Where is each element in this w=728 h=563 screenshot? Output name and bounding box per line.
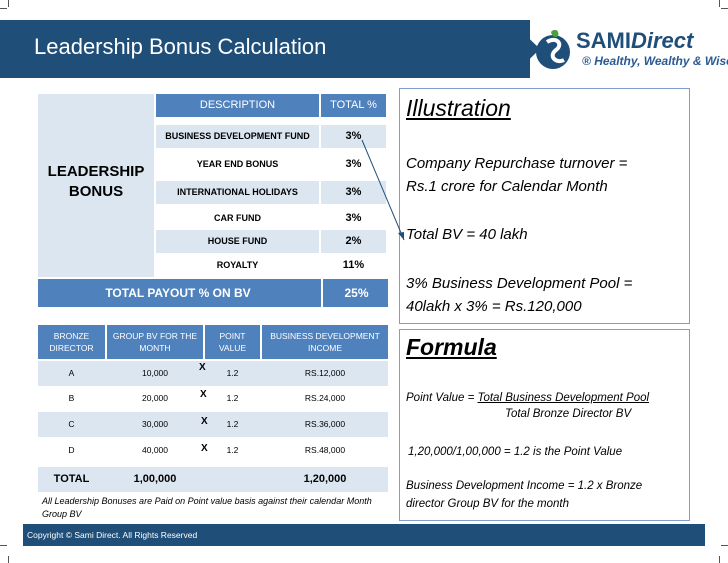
row-description: INTERNATIONAL HOLIDAYS [156, 181, 319, 204]
multiply-sign: X [201, 443, 208, 454]
illustration-panel: Illustration Company Repurchase turnover… [399, 88, 690, 324]
director-cell: D [68, 445, 75, 455]
formula-income-line: Business Development Income = 1.2 x Bron… [406, 480, 643, 492]
table-row: C 30,000 1.2 RS.36,000 [38, 412, 388, 437]
formula-pv-denominator: Total Bronze Director BV [505, 408, 632, 420]
crop-mark [8, 0, 9, 7]
row-description: HOUSE FUND [156, 230, 319, 253]
point-value-cell: 1.2 [226, 419, 239, 429]
logo-tagline-text: Healthy, Wealthy & Wise [594, 54, 728, 68]
income-cell: RS.24,000 [304, 393, 346, 403]
formula-title: Formula [406, 334, 497, 360]
crop-mark [721, 545, 728, 546]
row-total: 3% [321, 125, 386, 148]
row-total: 3% [321, 207, 386, 230]
title-bar: Leadership Bonus Calculation [0, 20, 530, 78]
formula-point-value: Point Value = Total Business Development… [406, 392, 649, 404]
row-description: YEAR END BONUS [156, 153, 319, 176]
director-cell: C [68, 419, 75, 429]
crop-mark [0, 8, 7, 9]
total-payout-value: 25% [321, 279, 390, 307]
formula-pv-prefix: Point Value = [406, 392, 478, 404]
row-description: CAR FUND [156, 207, 319, 230]
logo-reg-mark: ® [582, 54, 591, 68]
col-header-group-bv: GROUP BV FOR THE MONTH [107, 325, 203, 359]
logo-name-direct: Direct [631, 28, 694, 53]
income-cell: RS.48,000 [304, 445, 346, 455]
sami-leaf-logo-icon [536, 29, 570, 69]
logo-wordmark: SAMIDirect [576, 28, 693, 54]
illustration-line: Total BV = 40 lakh [406, 226, 528, 243]
total-payout-row: TOTAL PAYOUT % ON BV 25% [38, 279, 388, 307]
illustration-title: Illustration [406, 95, 511, 121]
table-row: D 40,000 1.2 RS.48,000 [38, 438, 388, 463]
point-value-cell: 1.2 [226, 445, 239, 455]
illustration-line: 40lakh x 3% = Rs.120,000 [406, 298, 582, 315]
col-header-bd-income: BUSINESS DEVELOPMENT INCOME [262, 325, 388, 359]
col-header-point-value: POINT VALUE [205, 325, 260, 359]
total-group-bv: 1,00,000 [133, 473, 177, 485]
logo-tagline: ® Healthy, Wealthy & Wise [582, 54, 728, 68]
total-income: 1,20,000 [303, 473, 347, 485]
table-row: A 10,000 1.2 RS.12,000 [38, 361, 388, 386]
formula-panel: Formula Point Value = Total Business Dev… [399, 329, 690, 521]
crop-mark [0, 545, 7, 546]
row-description: ROYALTY [156, 254, 319, 277]
multiply-sign: X [200, 389, 207, 400]
logo-name-sami: SAMI [576, 28, 631, 53]
company-logo: SAMIDirect ® Healthy, Wealthy & Wise [530, 22, 728, 78]
income-cell: RS.12,000 [304, 368, 346, 378]
leadership-bonus-label: LEADERSHIP BONUS [47, 163, 145, 200]
formula-calc: 1,20,000/1,00,000 = 1.2 is the Point Val… [408, 446, 623, 458]
multiply-sign: X [201, 416, 208, 427]
crop-mark [719, 556, 720, 563]
formula-pv-numerator: Total Business Development Pool [477, 392, 650, 404]
illustration-line: Company Repurchase turnover = [406, 155, 628, 172]
group-bv-cell: 30,000 [142, 419, 168, 429]
income-cell: RS.36,000 [304, 419, 346, 429]
footer-bar: Copyright © Sami Direct. All Rights Rese… [23, 524, 705, 546]
row-description: BUSINESS DEVELOPMENT FUND [156, 125, 319, 148]
row-total: 2% [321, 230, 386, 253]
point-value-cell: 1.2 [226, 393, 239, 403]
table-row: B 20,000 1.2 RS.24,000 [38, 386, 388, 411]
row-total: 11% [321, 254, 386, 277]
director-cell: B [68, 393, 75, 403]
col-header-bronze-director: BRONZE DIRECTOR [38, 325, 105, 359]
leadership-bonus-cell: LEADERSHIP BONUS [38, 94, 154, 277]
director-cell: A [68, 368, 75, 378]
group-bv-cell: 40,000 [142, 445, 168, 455]
director-total-row: TOTAL 1,00,000 1,20,000 [38, 467, 388, 492]
total-payout-label: TOTAL PAYOUT % ON BV [105, 286, 251, 300]
group-bv-cell: 20,000 [142, 393, 168, 403]
point-value-cell: 1.2 [226, 368, 239, 378]
row-total: 3% [321, 181, 386, 204]
illustration-line: Rs.1 crore for Calendar Month [406, 178, 608, 195]
multiply-sign: X [199, 362, 206, 373]
crop-mark [719, 0, 720, 7]
crop-mark [721, 8, 728, 9]
page-title: Leadership Bonus Calculation [34, 34, 327, 59]
illustration-line: 3% Business Development Pool = [406, 275, 633, 292]
col-header-description: DESCRIPTION [156, 94, 319, 117]
formula-income-line: director Group BV for the month [406, 498, 569, 510]
title-bar-arrow [510, 20, 540, 78]
copyright-text: Copyright © Sami Direct. All Rights Rese… [27, 530, 198, 540]
group-bv-cell: 10,000 [142, 368, 168, 378]
crop-mark [8, 556, 9, 563]
col-header-total: TOTAL % [321, 94, 386, 117]
footnote: All Leadership Bonuses are Paid on Point… [42, 496, 372, 519]
total-label: TOTAL [53, 473, 90, 485]
